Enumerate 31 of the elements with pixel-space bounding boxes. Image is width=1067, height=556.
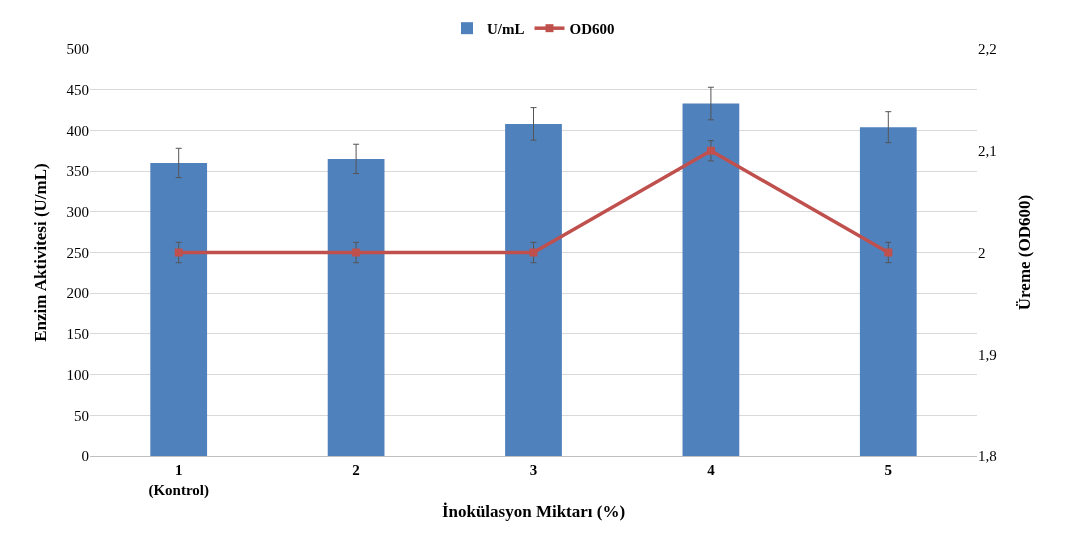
bar bbox=[150, 162, 208, 456]
y-tick-label: 100 bbox=[66, 366, 89, 383]
y2-tick-label: 1,9 bbox=[978, 346, 997, 363]
y2-tick-label: 2,1 bbox=[978, 143, 997, 159]
y-tick-label: 200 bbox=[66, 285, 89, 302]
y2-tick-label: 2 bbox=[978, 244, 986, 261]
legend-label: OD600 bbox=[569, 21, 615, 38]
x-tick-label: 4 bbox=[707, 462, 716, 478]
y2-axis-title: Üreme (OD600) bbox=[1014, 194, 1034, 311]
legend-label: U/mL bbox=[487, 21, 525, 38]
y-tick-label: 0 bbox=[81, 448, 89, 465]
bar bbox=[505, 123, 562, 456]
y-tick-label: 250 bbox=[66, 244, 89, 261]
y2-tick-label: 1,8 bbox=[978, 448, 997, 465]
x-tick-label: 1 (Kontrol) bbox=[148, 462, 209, 499]
x-tick-label: 2 bbox=[352, 462, 360, 478]
bar bbox=[859, 127, 917, 456]
bar bbox=[682, 103, 740, 456]
bar bbox=[327, 158, 385, 456]
y-tick-label: 50 bbox=[74, 407, 89, 424]
y-tick-label: 300 bbox=[66, 204, 89, 221]
y-tick-label: 400 bbox=[66, 122, 89, 139]
x-axis-title: İnokülasyon Miktarı (%) bbox=[441, 502, 626, 521]
y-axis-title: Enzim Aktivitesi (U/mL) bbox=[31, 163, 50, 342]
y-tick-label: 350 bbox=[66, 163, 89, 180]
y-tick-label: 150 bbox=[66, 326, 89, 343]
y-tick-label: 450 bbox=[66, 81, 89, 98]
y2-tick-label: 2,2 bbox=[978, 41, 997, 58]
y-tick-label: 500 bbox=[66, 41, 89, 58]
x-tick-label: 3 bbox=[529, 462, 538, 478]
x-tick-label: 5 bbox=[884, 462, 893, 478]
